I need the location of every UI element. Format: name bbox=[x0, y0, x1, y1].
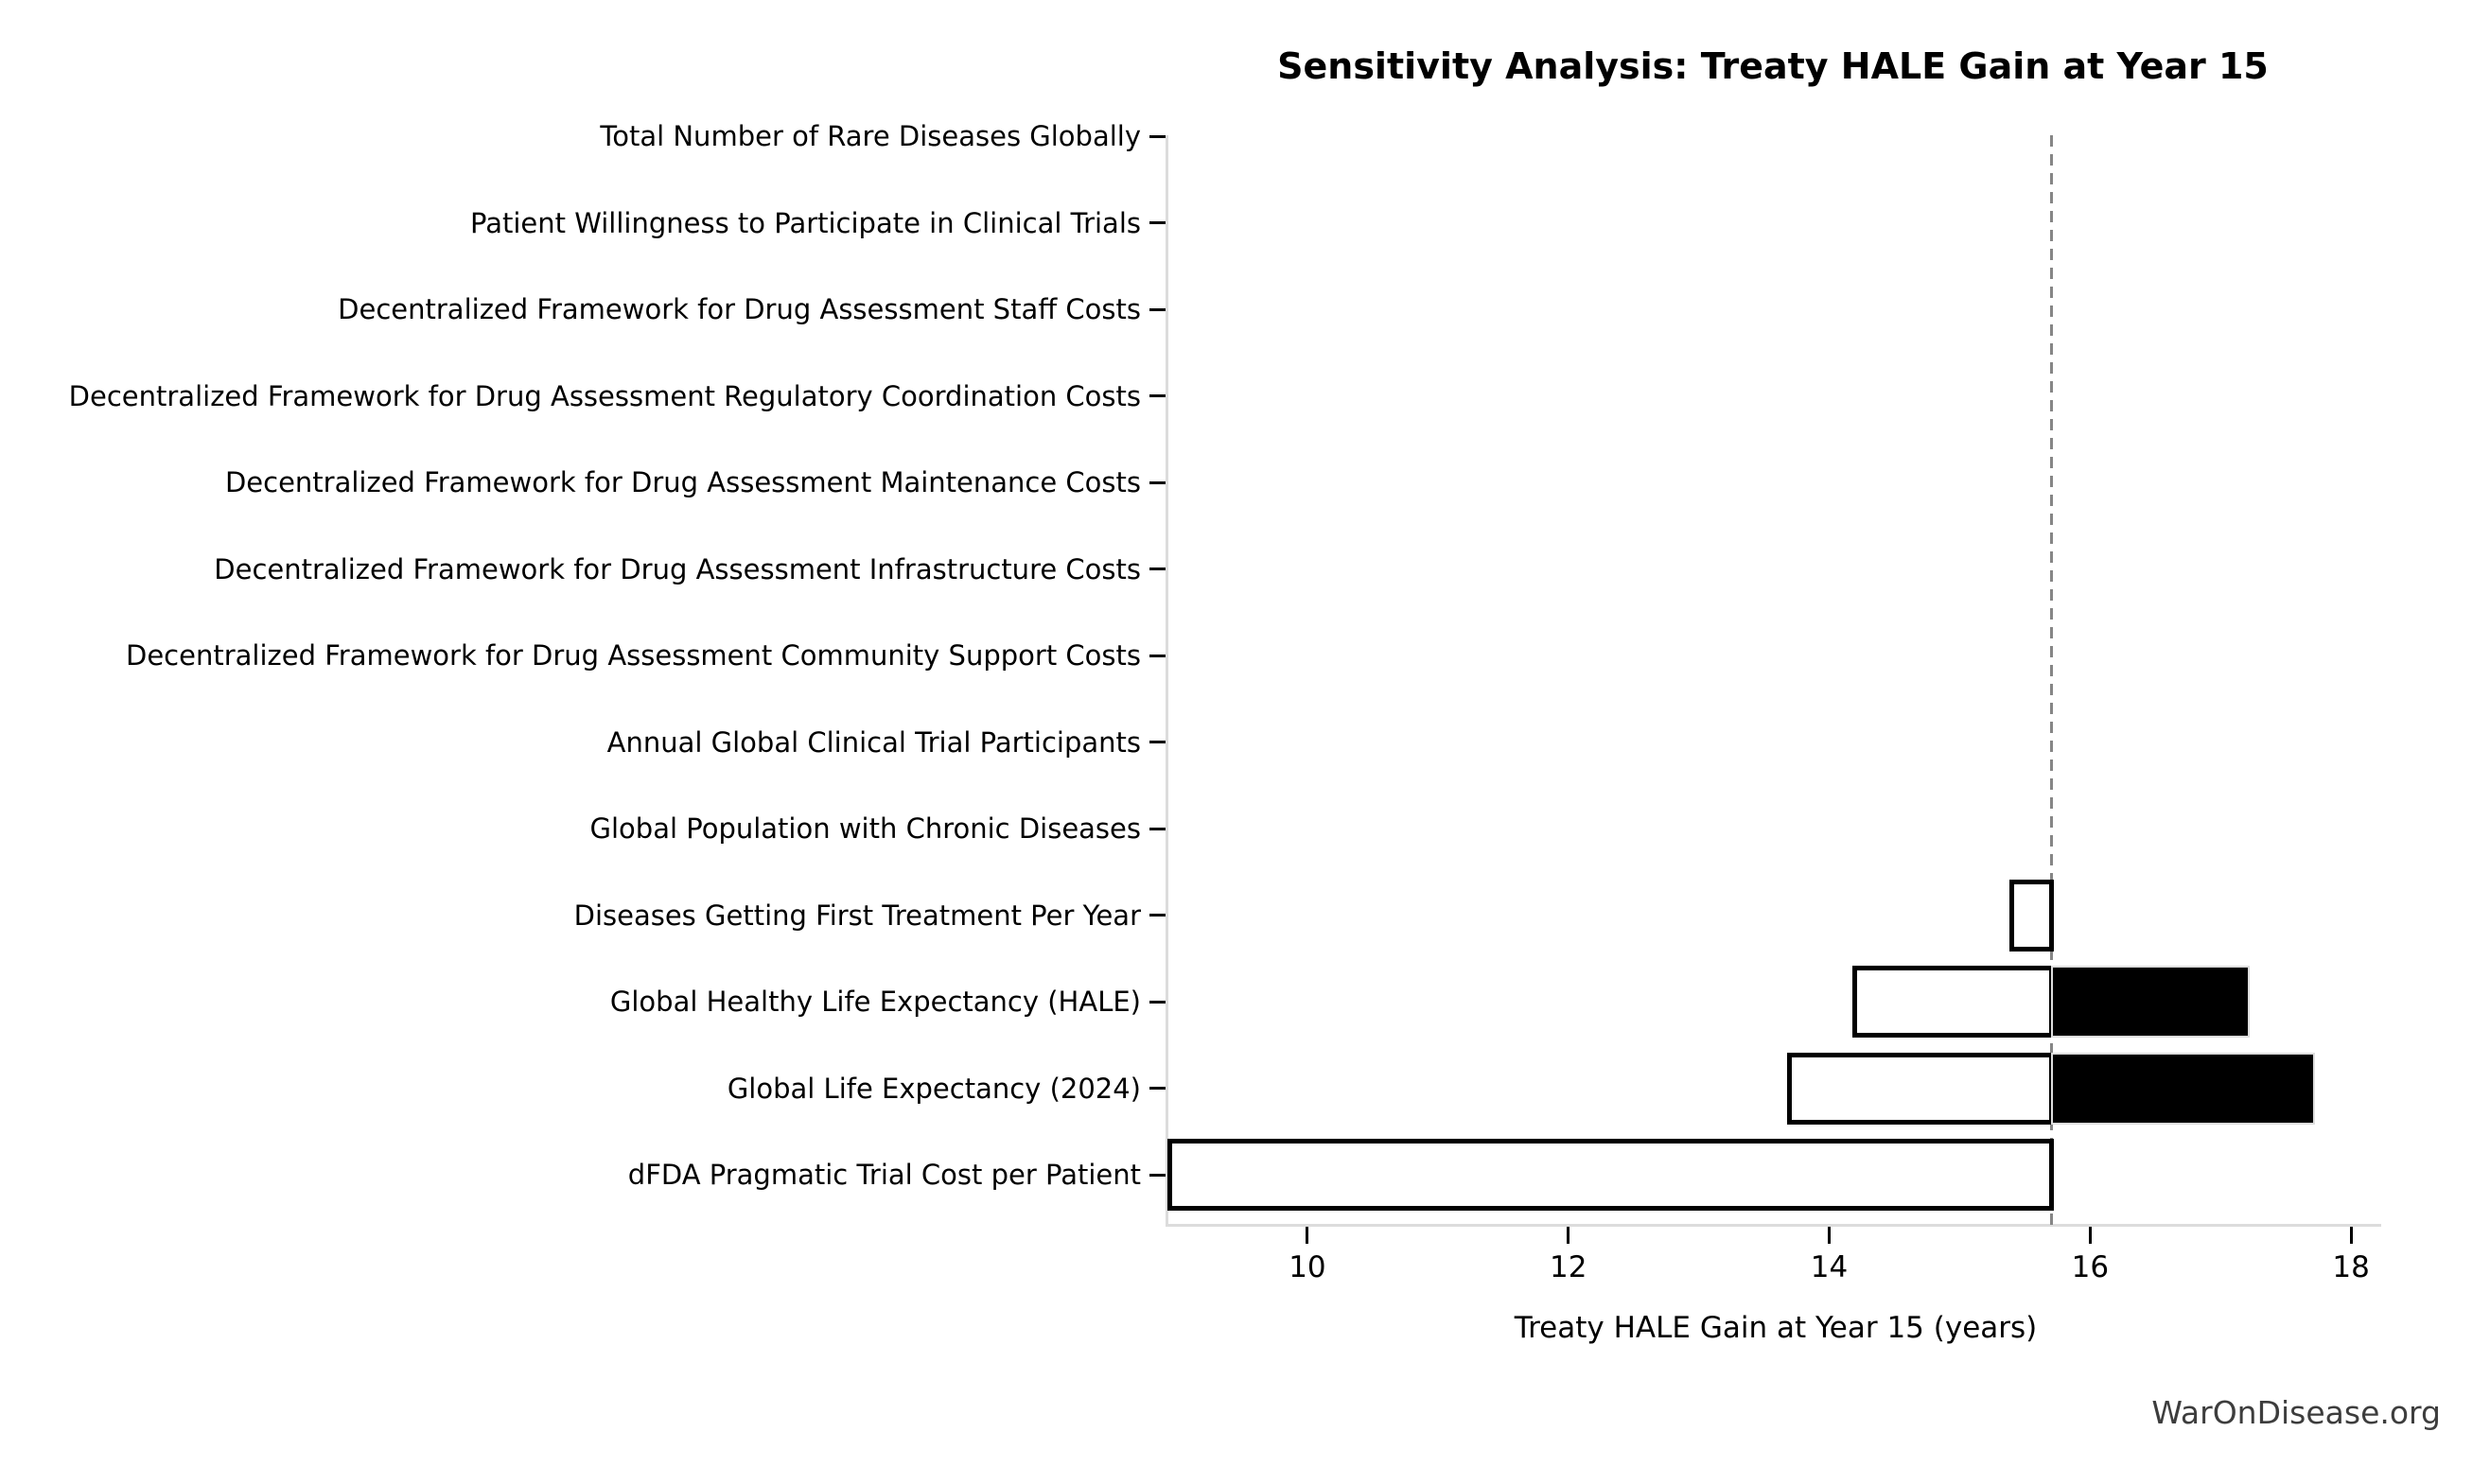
y-axis-spine bbox=[1166, 135, 1168, 1226]
y-axis-label: Decentralized Framework for Drug Assessm… bbox=[214, 552, 1141, 585]
y-tick-mark bbox=[1149, 480, 1166, 484]
y-axis-label: Global Healthy Life Expectancy (HALE) bbox=[609, 986, 1141, 1018]
bar-high-estimate bbox=[2050, 1052, 2315, 1125]
y-tick-mark bbox=[1149, 221, 1166, 224]
chart-title: Sensitivity Analysis: Treaty HALE Gain a… bbox=[1277, 45, 2269, 87]
y-tick-mark bbox=[1149, 654, 1166, 657]
x-tick-label: 14 bbox=[1810, 1250, 1849, 1284]
y-axis-label: Patient Willingness to Participate in Cl… bbox=[470, 206, 1141, 239]
bar-low-estimate bbox=[1787, 1052, 2054, 1125]
y-tick-mark bbox=[1149, 1173, 1166, 1177]
bar-high-estimate bbox=[2050, 966, 2250, 1038]
y-tick-mark bbox=[1149, 1000, 1166, 1004]
y-axis-label: Global Population with Chronic Diseases bbox=[589, 812, 1141, 845]
bar-low-estimate bbox=[2008, 879, 2054, 952]
y-tick-mark bbox=[1149, 307, 1166, 311]
x-tick-mark bbox=[2349, 1227, 2353, 1244]
y-tick-mark bbox=[1149, 394, 1166, 397]
x-tick-label: 12 bbox=[1550, 1250, 1587, 1284]
y-tick-mark bbox=[1149, 914, 1166, 917]
bar-low-estimate bbox=[1167, 1139, 2054, 1211]
watermark-text: WarOnDisease.org bbox=[2151, 1394, 2441, 1431]
x-tick-mark bbox=[1828, 1227, 1832, 1244]
y-axis-label: Decentralized Framework for Drug Assessm… bbox=[68, 379, 1141, 412]
y-axis-label: Annual Global Clinical Trial Participant… bbox=[606, 725, 1141, 759]
x-tick-mark bbox=[1306, 1227, 1309, 1244]
baseline-dashed-line bbox=[2050, 135, 2053, 1225]
y-axis-label: dFDA Pragmatic Trial Cost per Patient bbox=[627, 1159, 1141, 1191]
y-axis-label: Decentralized Framework for Drug Assessm… bbox=[126, 639, 1141, 672]
y-axis-label: Total Number of Rare Diseases Globally bbox=[600, 120, 1141, 152]
y-axis-label: Diseases Getting First Treatment Per Yea… bbox=[573, 899, 1141, 932]
x-tick-label: 10 bbox=[1289, 1250, 1326, 1284]
x-axis-label: Treaty HALE Gain at Year 15 (years) bbox=[1514, 1311, 2038, 1345]
y-tick-mark bbox=[1149, 741, 1166, 743]
y-tick-mark bbox=[1149, 567, 1166, 570]
y-axis-label: Global Life Expectancy (2024) bbox=[727, 1072, 1141, 1105]
y-axis-label: Decentralized Framework for Drug Assessm… bbox=[338, 293, 1141, 325]
x-axis-spine bbox=[1166, 1224, 2381, 1227]
x-tick-mark bbox=[1567, 1227, 1570, 1244]
y-tick-mark bbox=[1149, 1087, 1166, 1090]
x-tick-mark bbox=[2088, 1227, 2092, 1244]
bar-low-estimate bbox=[1852, 966, 2054, 1038]
y-tick-mark bbox=[1149, 827, 1166, 830]
x-tick-label: 16 bbox=[2071, 1250, 2110, 1284]
y-axis-label: Decentralized Framework for Drug Assessm… bbox=[224, 466, 1141, 498]
y-tick-mark bbox=[1149, 134, 1166, 138]
x-tick-label: 18 bbox=[2332, 1250, 2370, 1284]
